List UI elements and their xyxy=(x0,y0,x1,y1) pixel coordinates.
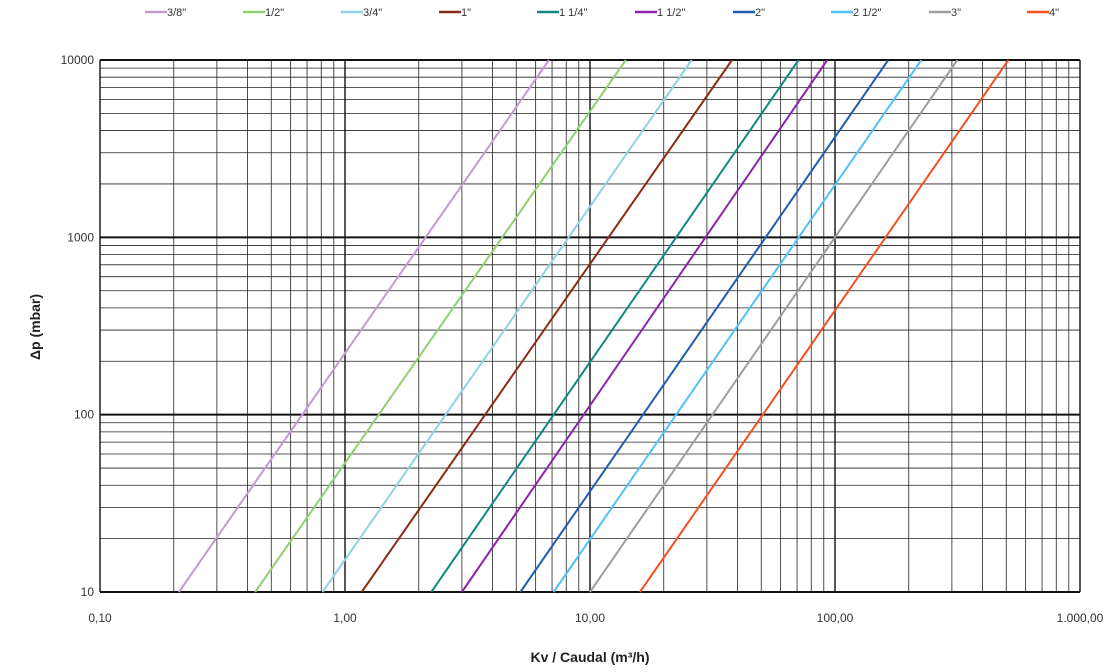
x-tick-label: 10,00 xyxy=(575,611,605,625)
series-line-7 xyxy=(552,59,923,593)
legend-label-6: 2" xyxy=(755,7,765,19)
legend-label-9: 4" xyxy=(1049,7,1059,19)
x-tick-label: 0,10 xyxy=(88,611,112,625)
series-line-9 xyxy=(639,59,1010,593)
series-layer xyxy=(178,59,1010,593)
x-tick-labels: 0,10 1,00 10,00 100,00 1.000,00 xyxy=(88,611,1103,625)
x-tick-label: 1,00 xyxy=(333,611,357,625)
series-line-8 xyxy=(589,59,959,593)
legend-label-1: 1/2" xyxy=(265,7,284,19)
grid-major xyxy=(99,59,1081,593)
series-line-5 xyxy=(461,59,829,593)
legend-label-0: 3/8" xyxy=(167,7,186,19)
series-line-1 xyxy=(254,59,627,593)
legend: 3/8" 1/2" 3/4" 1" 1 1/4" 1 1/2" 2" 2 1/2" 3" 4" xyxy=(145,7,1059,19)
legend-label-8: 3" xyxy=(951,7,961,19)
legend-label-3: 1" xyxy=(461,7,471,19)
legend-label-5: 1 1/2" xyxy=(657,7,685,19)
y-tick-label: 100 xyxy=(74,408,94,422)
x-axis-title: Kv / Caudal (m³/h) xyxy=(530,649,649,665)
x-tick-label: 1.000,00 xyxy=(1057,611,1104,625)
y-tick-label: 10000 xyxy=(61,53,95,67)
series-line-0 xyxy=(178,59,550,593)
y-axis-title: Δp (mbar) xyxy=(27,294,43,360)
y-tick-label: 10 xyxy=(81,585,95,599)
y-tick-label: 1000 xyxy=(67,230,94,244)
x-tick-label: 100,00 xyxy=(817,611,854,625)
series-line-3 xyxy=(360,59,733,593)
series-line-4 xyxy=(430,59,800,593)
y-tick-labels: 10 100 1000 10000 xyxy=(61,53,95,599)
legend-label-7: 2 1/2" xyxy=(853,7,881,19)
legend-label-2: 3/4" xyxy=(363,7,382,19)
series-line-6 xyxy=(519,59,890,593)
series-line-2 xyxy=(321,59,693,593)
legend-label-4: 1 1/4" xyxy=(559,7,587,19)
